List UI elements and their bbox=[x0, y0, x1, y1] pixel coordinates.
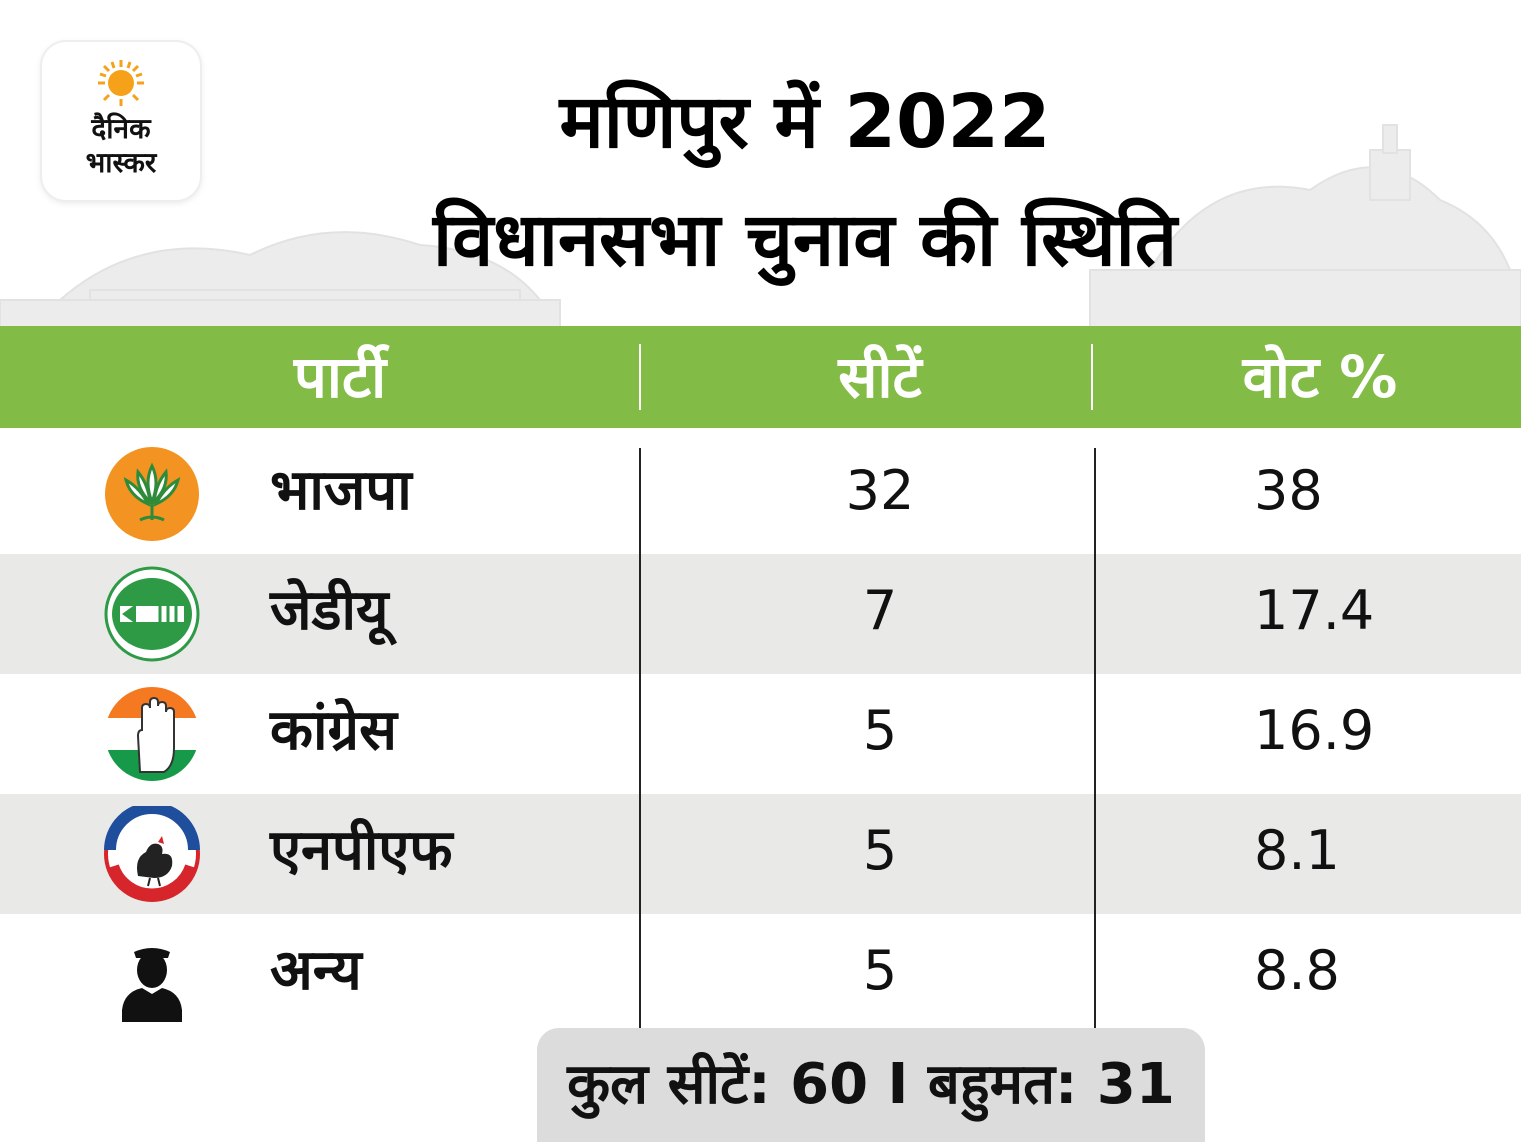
column-divider bbox=[639, 448, 641, 1028]
vote-value: 8.1 bbox=[1254, 819, 1340, 882]
party-name: कांग्रेस bbox=[270, 698, 397, 763]
header-divider bbox=[639, 344, 641, 410]
vote-value: 38 bbox=[1254, 459, 1323, 522]
sun-icon bbox=[98, 60, 144, 106]
table-row: भाजपा 32 38 bbox=[0, 434, 1521, 554]
party-name: भाजपा bbox=[270, 458, 412, 523]
brand-name-line1: दैनिक bbox=[91, 112, 151, 145]
party-name: एनपीएफ bbox=[270, 818, 453, 883]
page-title-line1: मणिपुर में 2022 bbox=[559, 79, 1051, 165]
table-row: कांग्रेस 5 16.9 bbox=[0, 674, 1521, 794]
brand-logo: दैनिक भास्कर bbox=[42, 42, 200, 200]
table-row: एनपीएफ 5 8.1 bbox=[0, 794, 1521, 914]
seats-value: 5 bbox=[862, 939, 898, 1002]
column-divider bbox=[1094, 448, 1096, 1028]
totals-summary: कुल सीटें: 60 I बहुमत: 31 bbox=[537, 1028, 1205, 1142]
seats-value: 5 bbox=[862, 699, 898, 762]
brand-name-line2: भास्कर bbox=[85, 146, 157, 179]
seats-value: 5 bbox=[862, 819, 898, 882]
seats-value: 7 bbox=[862, 579, 898, 642]
table-row: जेडीयू 7 17.4 bbox=[0, 554, 1521, 674]
vote-value: 8.8 bbox=[1254, 939, 1340, 1002]
header-party: पार्टी bbox=[293, 343, 387, 411]
rooster-icon bbox=[104, 806, 200, 902]
party-name: जेडीयू bbox=[270, 578, 389, 643]
header-divider bbox=[1091, 344, 1093, 410]
header-seats: सीटें bbox=[838, 343, 922, 411]
page-title-line2: विधानसभा चुनाव की स्थिति bbox=[432, 197, 1178, 283]
table-header: पार्टी सीटें वोट % bbox=[0, 326, 1521, 428]
table-row: अन्य 5 8.8 bbox=[0, 914, 1521, 1034]
arrow-icon bbox=[104, 566, 200, 662]
party-name: अन्य bbox=[270, 938, 362, 1003]
background-building bbox=[0, 124, 1521, 330]
person-icon bbox=[122, 948, 182, 1022]
vote-value: 17.4 bbox=[1254, 579, 1375, 642]
vote-value: 16.9 bbox=[1254, 699, 1375, 762]
header-vote: वोट % bbox=[1242, 343, 1398, 411]
lotus-icon bbox=[105, 447, 199, 541]
hand-icon bbox=[105, 687, 199, 781]
seats-value: 32 bbox=[845, 459, 915, 522]
